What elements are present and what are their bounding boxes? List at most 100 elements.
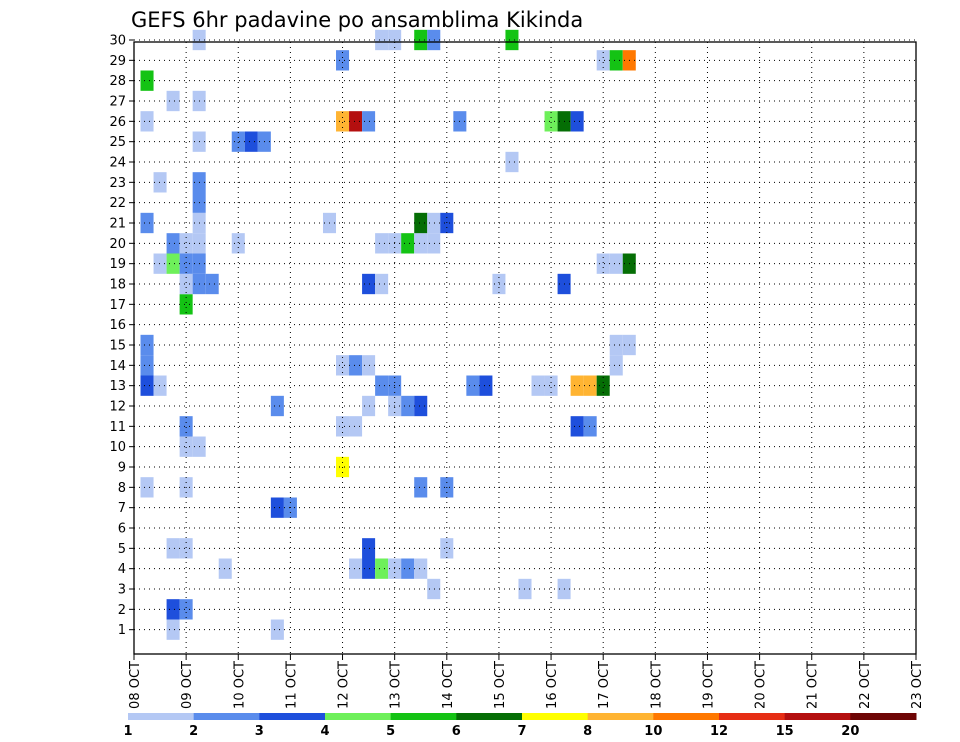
plot-frame — [133, 41, 917, 655]
x-tick-label: 20 OCT — [754, 661, 769, 709]
colorbar-swatch — [653, 713, 720, 720]
y-tick-label: 30 — [109, 34, 126, 49]
colorbar-swatch — [259, 713, 326, 720]
precip-cell — [349, 111, 363, 132]
y-tick-label: 15 — [109, 339, 126, 354]
precip-cell — [362, 538, 376, 559]
x-tick-label: 13 OCT — [389, 661, 404, 709]
precip-cell — [427, 233, 441, 254]
precip-cell — [179, 436, 193, 457]
colorbar-label: 2 — [189, 724, 198, 739]
precip-cell — [270, 497, 284, 518]
precip-cell — [609, 253, 623, 274]
y-tick-label: 10 — [109, 440, 126, 455]
y-tick-label: 13 — [109, 379, 126, 394]
colorbar-legend: 1 2 3 4 5 6 7 8 10 12 15 20 — [123, 713, 917, 739]
precip-cell — [336, 456, 350, 478]
precip-cell — [270, 395, 284, 417]
precip-cell — [362, 355, 376, 376]
y-tick-label: 24 — [109, 156, 126, 171]
precip-cell — [140, 70, 154, 91]
colorbar-swatch — [719, 713, 786, 720]
precip-cell — [336, 355, 350, 376]
y-tick-label: 7 — [118, 501, 126, 516]
precip-cell — [466, 375, 480, 396]
chart-title: GEFS 6hr padavine po ansamblima Kikinda — [131, 8, 583, 32]
y-tick-label: 21 — [109, 217, 126, 232]
grid-lines — [134, 39, 916, 654]
y-tick-label: 25 — [109, 135, 126, 150]
precip-cell — [375, 233, 389, 254]
colorbar-swatch — [522, 713, 589, 720]
precip-cell — [179, 294, 193, 315]
precip-cell — [166, 233, 180, 254]
y-tick-label: 23 — [109, 176, 126, 191]
precip-cell — [244, 131, 258, 152]
colorbar-swatch — [128, 713, 195, 720]
precip-cell — [166, 90, 180, 112]
y-tick-label: 1 — [118, 623, 126, 638]
colorbar-label: 10 — [644, 724, 662, 739]
y-tick-label: 4 — [118, 562, 126, 577]
precip-cell — [401, 558, 415, 579]
precip-cell — [596, 50, 610, 71]
y-tick-label: 29 — [109, 54, 126, 69]
x-tick-label: 19 OCT — [701, 661, 716, 709]
colorbar-label: 12 — [710, 724, 728, 739]
precip-cell — [401, 395, 415, 417]
y-tick-label: 28 — [109, 74, 126, 89]
colorbar-label: 6 — [452, 724, 461, 739]
colorbar-label: 3 — [255, 724, 264, 739]
colorbar-swatch — [456, 713, 523, 720]
y-tick-label: 20 — [109, 237, 126, 252]
precip-cell — [166, 253, 180, 274]
precip-cell — [570, 416, 584, 437]
precip-cell — [349, 558, 363, 579]
y-tick-label: 17 — [109, 298, 126, 313]
x-tick-label: 22 OCT — [858, 661, 873, 709]
precip-cell — [166, 619, 180, 640]
precip-cell — [544, 111, 558, 132]
colorbar-swatch — [325, 713, 392, 720]
y-tick-label: 9 — [118, 461, 126, 476]
x-tick-label: 11 OCT — [284, 661, 299, 709]
precip-cell — [179, 538, 193, 559]
colorbar-label: 20 — [841, 724, 859, 739]
x-tick-label: 16 OCT — [545, 661, 560, 709]
precip-cell — [179, 253, 193, 274]
precip-cell — [349, 416, 363, 437]
y-tick-label: 16 — [109, 318, 126, 333]
precip-cell — [336, 416, 350, 437]
y-tick-label: 6 — [118, 522, 126, 537]
colorbar-swatch — [390, 713, 457, 720]
precip-cell — [609, 334, 623, 356]
precip-cell — [570, 111, 584, 132]
precip-cell — [570, 375, 584, 396]
precip-cell — [375, 273, 389, 295]
precip-cell — [414, 233, 428, 254]
x-tick-label: 21 OCT — [806, 661, 821, 709]
precip-cell — [414, 29, 428, 51]
precip-cell — [505, 29, 519, 51]
precip-cell — [336, 50, 350, 71]
colorbar-swatch — [850, 713, 917, 720]
precip-cell — [140, 375, 154, 396]
precip-cell — [583, 375, 597, 396]
precip-cell — [179, 233, 193, 254]
colorbar-label: 7 — [517, 724, 526, 739]
precip-cell — [609, 355, 623, 376]
precip-cell — [362, 273, 376, 295]
precip-cell — [609, 50, 623, 71]
heatmap-cells — [140, 29, 636, 640]
x-tick-label: 10 OCT — [232, 661, 247, 709]
y-tick-label: 18 — [109, 278, 126, 293]
y-tick-label: 11 — [109, 420, 126, 435]
x-tick-label: 18 OCT — [649, 661, 664, 709]
precip-cell — [362, 111, 376, 132]
precip-cell — [375, 558, 389, 579]
colorbar-label: 8 — [583, 724, 592, 739]
x-tick-label: 23 OCT — [910, 661, 925, 709]
precip-cell — [362, 395, 376, 417]
precip-cell — [427, 29, 441, 51]
